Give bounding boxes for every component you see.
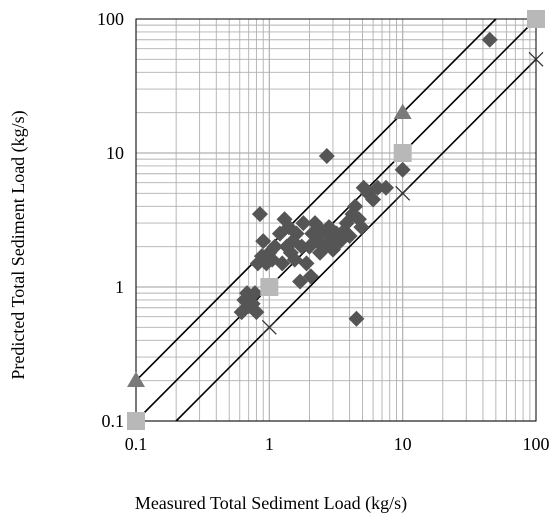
diamond-point [369,179,386,196]
x-tick-labels: 0.1 1 10 100 [125,434,550,454]
reference-line [135,18,537,422]
diamond-point [274,255,291,272]
diamond-point [341,228,358,245]
reference-lines [135,18,537,422]
cross-point [261,319,277,335]
square-point [527,10,545,28]
diamond-point [302,268,319,285]
diamond-point [286,251,303,268]
y-tick-label: 1 [115,277,124,297]
y-tick-label: 100 [97,9,124,29]
diamond-point [347,198,364,215]
reference-line [175,58,537,422]
diamond-point [481,31,498,48]
y-axis-label: Predicted Total Sediment Load (kg/s) [8,110,29,379]
diamond-point [266,238,283,255]
cross-point [395,185,411,201]
x-tick-label: 1 [265,434,274,454]
diamond-point [365,191,382,208]
diamond-point [394,161,411,178]
x-axis-label: Measured Total Sediment Load (kg/s) [135,493,407,514]
y-tick-label: 10 [106,143,124,163]
plot-frame [135,18,537,422]
x-tick-label: 0.1 [125,434,148,454]
y-tick-labels: 0.1 1 10 100 [97,9,124,431]
x-tick-label: 100 [523,434,550,454]
diamond-point [255,233,272,250]
diamond-point [288,225,305,242]
cross-point [528,51,544,67]
triangle-point [127,371,145,387]
diamond-point [251,206,268,223]
reference-line [135,18,497,382]
y-tick-label: 0.1 [102,411,125,431]
square-point [127,412,145,430]
diamond-point [318,147,335,164]
square-point [260,278,279,296]
diamond-point [353,219,370,236]
diamond-point [248,304,265,321]
diamond-point [295,215,312,232]
square-point [393,144,412,162]
x-tick-label: 10 [394,434,412,454]
data-points [127,10,545,430]
diamond-point [246,285,263,302]
diamond-point [348,310,365,327]
diamond-point [298,255,315,272]
triangle-point [393,103,412,119]
diamond-point [378,179,395,196]
